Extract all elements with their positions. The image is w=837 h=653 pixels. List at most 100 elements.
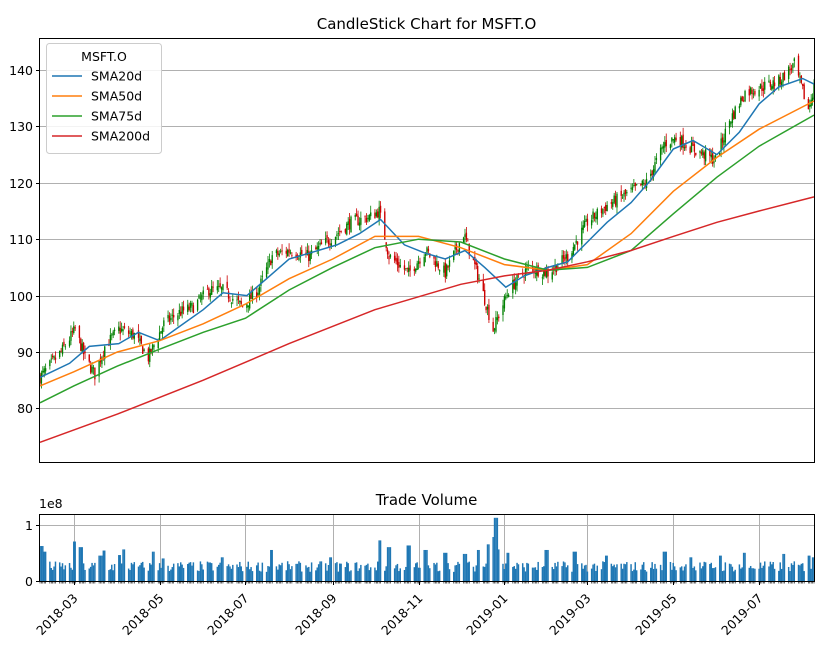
candlestick bbox=[749, 86, 752, 96]
candlestick bbox=[317, 241, 320, 257]
candlestick bbox=[434, 256, 437, 272]
candlestick bbox=[84, 345, 86, 360]
volume-bar bbox=[659, 564, 662, 581]
candlestick bbox=[350, 215, 352, 233]
candlestick bbox=[438, 269, 441, 275]
candlestick bbox=[347, 217, 349, 231]
volume-bar bbox=[709, 563, 711, 581]
candlestick bbox=[365, 213, 368, 225]
volume-bar bbox=[346, 561, 348, 581]
candlestick bbox=[769, 79, 772, 91]
candlestick bbox=[498, 314, 500, 322]
candlestick bbox=[261, 270, 264, 284]
volume-bar bbox=[415, 563, 417, 581]
candlestick bbox=[168, 312, 171, 325]
candlestick bbox=[388, 251, 390, 265]
volume-bar bbox=[319, 561, 321, 581]
candlestick bbox=[191, 300, 193, 312]
volume-bar bbox=[614, 567, 617, 581]
volume-bar bbox=[673, 566, 676, 581]
volume-bar bbox=[229, 566, 231, 581]
candlestick bbox=[329, 238, 331, 251]
volume-bar bbox=[199, 561, 202, 581]
candlestick bbox=[237, 291, 240, 304]
main-gridlines bbox=[40, 70, 814, 409]
volume-bar bbox=[536, 569, 538, 581]
candlestick bbox=[360, 211, 362, 232]
volume-bar bbox=[122, 549, 124, 581]
volume-bar bbox=[306, 567, 309, 581]
candlestick bbox=[324, 231, 327, 246]
candlestick bbox=[586, 213, 589, 232]
candlestick bbox=[80, 337, 82, 352]
candlestick bbox=[336, 231, 338, 240]
volume-bar bbox=[247, 561, 250, 581]
candlestick bbox=[576, 241, 579, 251]
candlestick bbox=[139, 333, 141, 346]
volume-bar bbox=[592, 564, 594, 581]
volume-bar bbox=[236, 564, 238, 581]
candlestick bbox=[63, 338, 65, 347]
candlestick bbox=[433, 255, 435, 266]
volume-bar bbox=[445, 552, 448, 581]
volume-bar bbox=[81, 547, 83, 581]
candlestick bbox=[59, 350, 61, 359]
candlestick bbox=[562, 250, 565, 265]
volume-bar bbox=[101, 555, 103, 581]
volume-bar bbox=[257, 562, 259, 581]
candlestick bbox=[464, 228, 466, 243]
volume-bar bbox=[212, 570, 214, 581]
volume-scale-label: 1e8 bbox=[39, 496, 63, 511]
volume-bar bbox=[288, 564, 290, 581]
volume-bar bbox=[455, 565, 458, 581]
volume-bar bbox=[557, 561, 559, 581]
volume-bar bbox=[73, 541, 75, 581]
x-tick-label: 2019-05 bbox=[632, 591, 680, 639]
candlestick bbox=[129, 327, 131, 337]
volume-bar bbox=[672, 562, 675, 581]
candlestick bbox=[437, 260, 439, 271]
candlestick bbox=[575, 235, 577, 245]
volume-bar bbox=[360, 564, 362, 581]
volume-bar bbox=[604, 555, 607, 581]
volume-bar bbox=[610, 563, 613, 581]
candlestick bbox=[764, 77, 766, 95]
candlestick bbox=[51, 353, 54, 360]
volume-bar bbox=[810, 568, 812, 581]
sma-lines bbox=[39, 77, 815, 444]
volume-bar bbox=[779, 562, 781, 581]
candlestick bbox=[92, 364, 95, 375]
volume-bar bbox=[703, 561, 705, 581]
volume-bar bbox=[267, 566, 269, 581]
candlestick bbox=[662, 141, 665, 153]
volume-bar bbox=[196, 570, 199, 581]
volume-bar bbox=[644, 570, 646, 581]
volume-bar bbox=[733, 571, 735, 581]
candlestick bbox=[399, 258, 401, 269]
volume-bar bbox=[279, 565, 282, 581]
volume-bar bbox=[365, 564, 368, 581]
volume-bar bbox=[50, 567, 52, 581]
candlestick bbox=[140, 335, 143, 345]
volume-bar bbox=[98, 555, 100, 581]
candlestick bbox=[53, 355, 55, 361]
volume-bar bbox=[310, 562, 313, 581]
volume-bar bbox=[583, 565, 586, 581]
volume-bar bbox=[103, 550, 106, 581]
volume-bar bbox=[723, 570, 725, 581]
candlestick bbox=[211, 279, 213, 296]
candlestick bbox=[111, 332, 113, 341]
candlestick bbox=[486, 304, 489, 316]
volume-bar bbox=[454, 565, 456, 581]
candlestick bbox=[605, 202, 607, 216]
candlestick bbox=[405, 268, 407, 271]
candlestick bbox=[42, 366, 44, 377]
volume-bar bbox=[405, 566, 407, 581]
volume-bar bbox=[429, 568, 431, 581]
candlesticks bbox=[39, 53, 815, 389]
x-tick-label: 2019-07 bbox=[718, 591, 766, 639]
candlestick bbox=[143, 348, 145, 352]
candlestick bbox=[596, 207, 598, 225]
volume-bar bbox=[406, 545, 409, 581]
main-chart-title: CandleStick Chart for MSFT.O bbox=[317, 15, 537, 33]
